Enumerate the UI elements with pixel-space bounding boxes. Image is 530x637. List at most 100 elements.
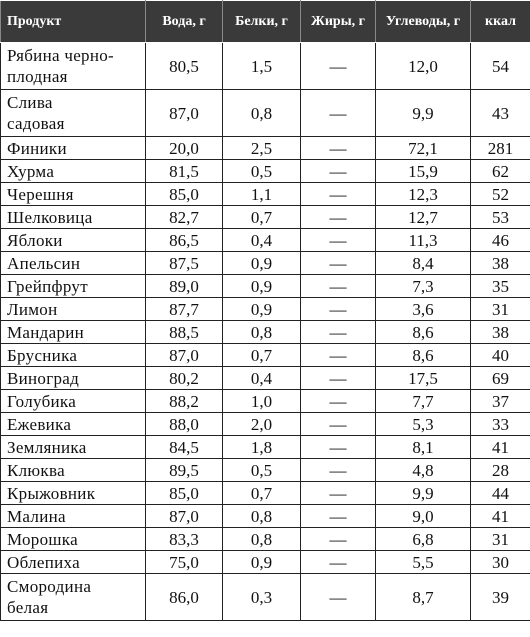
value-cell: 12,3 [375,182,471,206]
table-row: Лимон 87,7 0,9—3,6 31 [0,297,530,321]
value-cell: 86,5 [145,228,223,252]
product-cell: Виноград [0,366,146,390]
value-cell: 88,0 [145,412,223,436]
value-cell: 87,0 [145,504,223,528]
value-cell: 30 [470,550,530,574]
product-cell: Хурма [0,159,146,183]
value-cell: — [300,366,376,390]
value-cell: 1,5 [222,42,301,90]
table-body: Рябина черно-плодная 80,5 1,5—12,0 54 Слива с… [0,42,530,621]
value-cell: 88,5 [145,320,223,344]
value-cell: 87,5 [145,251,223,275]
value-cell: 0,9 [222,274,301,298]
table-row: Смородина белая 86,0 0,3—8,7 39 [0,573,530,621]
value-cell: 86,0 [145,573,223,621]
value-cell: 7,7 [375,389,471,413]
value-cell: 15,9 [375,159,471,183]
value-cell: 35 [470,274,530,298]
value-cell: 52 [470,182,530,206]
table-row: Мандарин 88,5 0,8—8,6 38 [0,320,530,344]
value-cell: 80,2 [145,366,223,390]
product-name-line: Голубика [7,391,77,411]
value-cell: 38 [470,251,530,275]
value-cell: 6,8 [375,527,471,551]
table-row: Ежевика 88,0 2,0—5,3 33 [0,412,530,436]
product-name-line: белая [7,598,49,617]
value-cell: 43 [470,89,530,137]
table-row: Земляника 84,5 1,8—8,1 41 [0,435,530,459]
value-cell: 0,5 [222,159,301,183]
value-cell: — [300,159,376,183]
product-name-line: Лимон [7,299,58,319]
value-cell: 53 [470,205,530,229]
product-cell: Крыжовник [0,481,146,505]
value-cell: 0,8 [222,527,301,551]
table-row: Рябина черно-плодная 80,5 1,5—12,0 54 [0,42,530,90]
table-row: Финики 20,0 2,5—72,1 281 [0,136,530,160]
product-name-line: Апельсин [7,253,81,273]
value-cell: 31 [470,527,530,551]
product-cell: Голубика [0,389,146,413]
value-cell: 9,9 [375,89,471,137]
value-cell: 87,0 [145,343,223,367]
table-row: Малина 87,0 0,8—9,0 41 [0,504,530,528]
value-cell: — [300,573,376,621]
nutrition-table: Продукт Вода, г Белки, г Жиры, г Углеводы, г… [0,0,530,621]
value-cell: 87,7 [145,297,223,321]
value-cell: 62 [470,159,530,183]
product-cell: Клюква [0,458,146,482]
product-cell: Яблоки [0,228,146,252]
product-name-line: Слива [7,93,53,112]
value-cell: 5,5 [375,550,471,574]
table-row: Брусника 87,0 0,7—8,6 40 [0,343,530,367]
value-cell: — [300,251,376,275]
value-cell: 84,5 [145,435,223,459]
product-cell: Черешня [0,182,146,206]
value-cell: 0,9 [222,550,301,574]
product-cell: Мандарин [0,320,146,344]
value-cell: 89,0 [145,274,223,298]
value-cell: 5,3 [375,412,471,436]
column-header: Белки, г [222,0,301,43]
value-cell: — [300,389,376,413]
value-cell: — [300,228,376,252]
value-cell: 0,5 [222,458,301,482]
value-cell: 41 [470,435,530,459]
value-cell: — [300,343,376,367]
value-cell: 41 [470,504,530,528]
value-cell: 11,3 [375,228,471,252]
table-row: Хурма 81,5 0,5—15,9 62 [0,159,530,183]
value-cell: 75,0 [145,550,223,574]
value-cell: 89,5 [145,458,223,482]
product-name-line: садовая [7,114,65,133]
header-row: Продукт Вода, г Белки, г Жиры, г Углеводы, г… [0,0,530,43]
value-cell: 1,1 [222,182,301,206]
value-cell: 88,2 [145,389,223,413]
product-cell: Ежевика [0,412,146,436]
product-name-line: Яблоки [7,230,63,250]
product-cell: Брусника [0,343,146,367]
product-cell: Рябина черно-плодная [0,42,146,90]
table-row: Крыжовник 85,0 0,7—9,9 44 [0,481,530,505]
product-cell: Лимон [0,297,146,321]
value-cell: — [300,481,376,505]
value-cell: — [300,504,376,528]
value-cell: 83,3 [145,527,223,551]
column-header: Вода, г [145,0,223,43]
value-cell: 37 [470,389,530,413]
product-cell: Смородина белая [0,573,146,621]
product-name-line: Малина [7,506,66,526]
product-name-line: Финики [7,138,67,158]
value-cell: 12,7 [375,205,471,229]
product-name-line: Грейпфрут [7,276,88,296]
value-cell: — [300,297,376,321]
product-cell: Грейпфрут [0,274,146,298]
value-cell: 7,3 [375,274,471,298]
product-cell: Земляника [0,435,146,459]
product-name-line: Ежевика [7,414,72,434]
product-name-line: Смородина [7,577,92,596]
value-cell: 0,7 [222,343,301,367]
product-name-line: Облепиха [7,552,80,572]
table-row: Морошка 83,3 0,8—6,8 31 [0,527,530,551]
